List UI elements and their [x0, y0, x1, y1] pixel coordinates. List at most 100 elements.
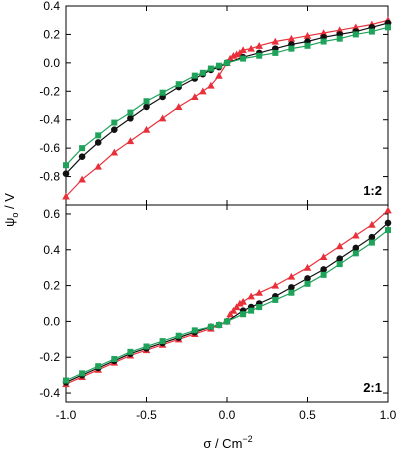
- data-point-circle: [288, 284, 295, 291]
- data-point-triangle: [229, 306, 238, 314]
- panel-label: 1:2: [363, 183, 382, 198]
- data-point-square: [79, 145, 86, 152]
- y-tick-label: 0.2: [43, 27, 60, 41]
- data-point-square: [111, 356, 118, 363]
- y-tick-label: -0.6: [39, 141, 60, 155]
- data-point-circle: [62, 170, 70, 178]
- data-point-square: [240, 311, 247, 318]
- data-point-triangle: [287, 34, 296, 42]
- y-tick-label: -0.4: [39, 113, 60, 127]
- data-point-triangle: [142, 125, 151, 133]
- data-point-square: [272, 49, 279, 56]
- data-point-circle: [384, 219, 392, 227]
- data-point-square: [288, 45, 295, 52]
- data-point-square: [368, 28, 375, 35]
- panel-frame: [65, 204, 389, 403]
- data-point-square: [143, 343, 150, 350]
- data-point-triangle: [199, 87, 207, 95]
- data-point-square: [368, 239, 375, 246]
- data-point-circle: [320, 266, 327, 273]
- y-tick-label: -0.2: [39, 84, 60, 98]
- x-tick-label: 0.0: [219, 408, 236, 422]
- data-point-square: [336, 261, 343, 268]
- data-point-triangle: [226, 310, 235, 318]
- data-point-triangle: [319, 253, 328, 260]
- data-point-triangle: [335, 26, 344, 34]
- x-axis-title: σ / Cm−2: [203, 434, 252, 451]
- data-point-triangle: [247, 292, 255, 300]
- data-point-triangle: [207, 81, 215, 89]
- data-point-square: [215, 62, 222, 69]
- y-tick-label: -0.8: [39, 170, 60, 184]
- y-tick-label: 0.4: [43, 0, 60, 13]
- y-axis-title: ψo / V: [2, 193, 20, 227]
- data-point-square: [95, 132, 102, 139]
- x-tick-label: 1.0: [380, 408, 397, 422]
- data-point-triangle: [94, 162, 102, 170]
- data-point-square: [256, 304, 263, 311]
- data-point-square: [175, 332, 182, 339]
- data-point-square: [272, 296, 279, 303]
- data-point-square: [63, 377, 69, 384]
- data-point-square: [352, 250, 359, 257]
- data-point-triangle: [271, 281, 280, 289]
- data-point-square: [224, 318, 230, 325]
- y-tick-label: -0.4: [39, 386, 60, 400]
- data-point-circle: [368, 233, 376, 241]
- series-line-triangle: [65, 19, 389, 197]
- data-point-triangle: [191, 93, 199, 101]
- y-tick-label: 0.0: [43, 314, 60, 328]
- data-point-square: [240, 55, 247, 62]
- data-point-square: [175, 81, 182, 88]
- data-point-circle: [352, 244, 360, 252]
- data-point-circle: [143, 103, 150, 111]
- y-tick-label: 0.2: [43, 279, 60, 293]
- data-point-triangle: [287, 272, 296, 280]
- data-point-square: [199, 69, 206, 76]
- data-point-triangle: [174, 103, 183, 110]
- data-point-triangle: [319, 29, 328, 37]
- data-point-square: [127, 348, 134, 355]
- data-point-triangle: [239, 297, 247, 305]
- data-point-circle: [94, 139, 102, 146]
- data-point-square: [79, 370, 86, 377]
- x-tick-label: 0.5: [299, 408, 316, 422]
- data-point-square: [159, 338, 166, 345]
- y-tick-label: -0.2: [39, 350, 60, 364]
- data-point-triangle: [368, 220, 376, 228]
- data-point-square: [215, 321, 222, 328]
- data-point-triangle: [303, 263, 312, 271]
- data-point-square: [111, 119, 118, 126]
- data-point-triangle: [255, 288, 263, 296]
- data-point-square: [304, 42, 311, 49]
- data-point-square: [143, 98, 150, 105]
- data-point-circle: [78, 153, 86, 160]
- data-point-triangle: [215, 71, 223, 79]
- y-tick-label: 0.6: [43, 207, 60, 221]
- data-point-square: [191, 327, 198, 334]
- data-point-square: [159, 89, 166, 96]
- data-point-circle: [127, 114, 134, 122]
- data-point-square: [352, 31, 359, 38]
- data-point-circle: [304, 275, 311, 282]
- data-point-triangle: [158, 114, 167, 122]
- data-point-triangle: [271, 37, 280, 45]
- data-point-triangle: [352, 231, 360, 239]
- data-point-triangle: [78, 175, 86, 183]
- series-line-square: [65, 26, 389, 166]
- y-tick-label: 0.4: [43, 243, 60, 257]
- x-tick-label: -1.0: [56, 408, 77, 422]
- data-point-square: [304, 280, 311, 287]
- data-point-square: [207, 65, 214, 72]
- x-tick-label: -0.5: [136, 408, 157, 422]
- data-point-triangle: [62, 192, 70, 200]
- data-point-triangle: [236, 299, 244, 307]
- data-point-square: [191, 72, 198, 79]
- data-point-square: [127, 109, 134, 116]
- data-point-triangle: [247, 44, 255, 52]
- panel-1: 0.4 0.2 0.0 -0.2 -0.4 -0.6 -0.8 1:2: [39, 0, 392, 206]
- data-point-triangle: [110, 148, 119, 156]
- data-point-triangle: [352, 23, 360, 31]
- data-point-circle: [336, 255, 344, 263]
